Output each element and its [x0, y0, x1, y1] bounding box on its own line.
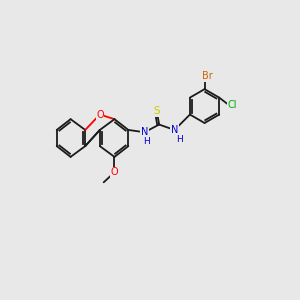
Text: O: O — [96, 110, 104, 119]
Text: N: N — [141, 127, 148, 137]
Text: N: N — [171, 125, 178, 135]
Text: Br: Br — [202, 71, 212, 81]
Text: H: H — [176, 136, 182, 145]
Text: Cl: Cl — [227, 100, 237, 110]
Text: H: H — [143, 137, 149, 146]
Text: O: O — [111, 167, 118, 177]
Text: S: S — [154, 106, 160, 116]
